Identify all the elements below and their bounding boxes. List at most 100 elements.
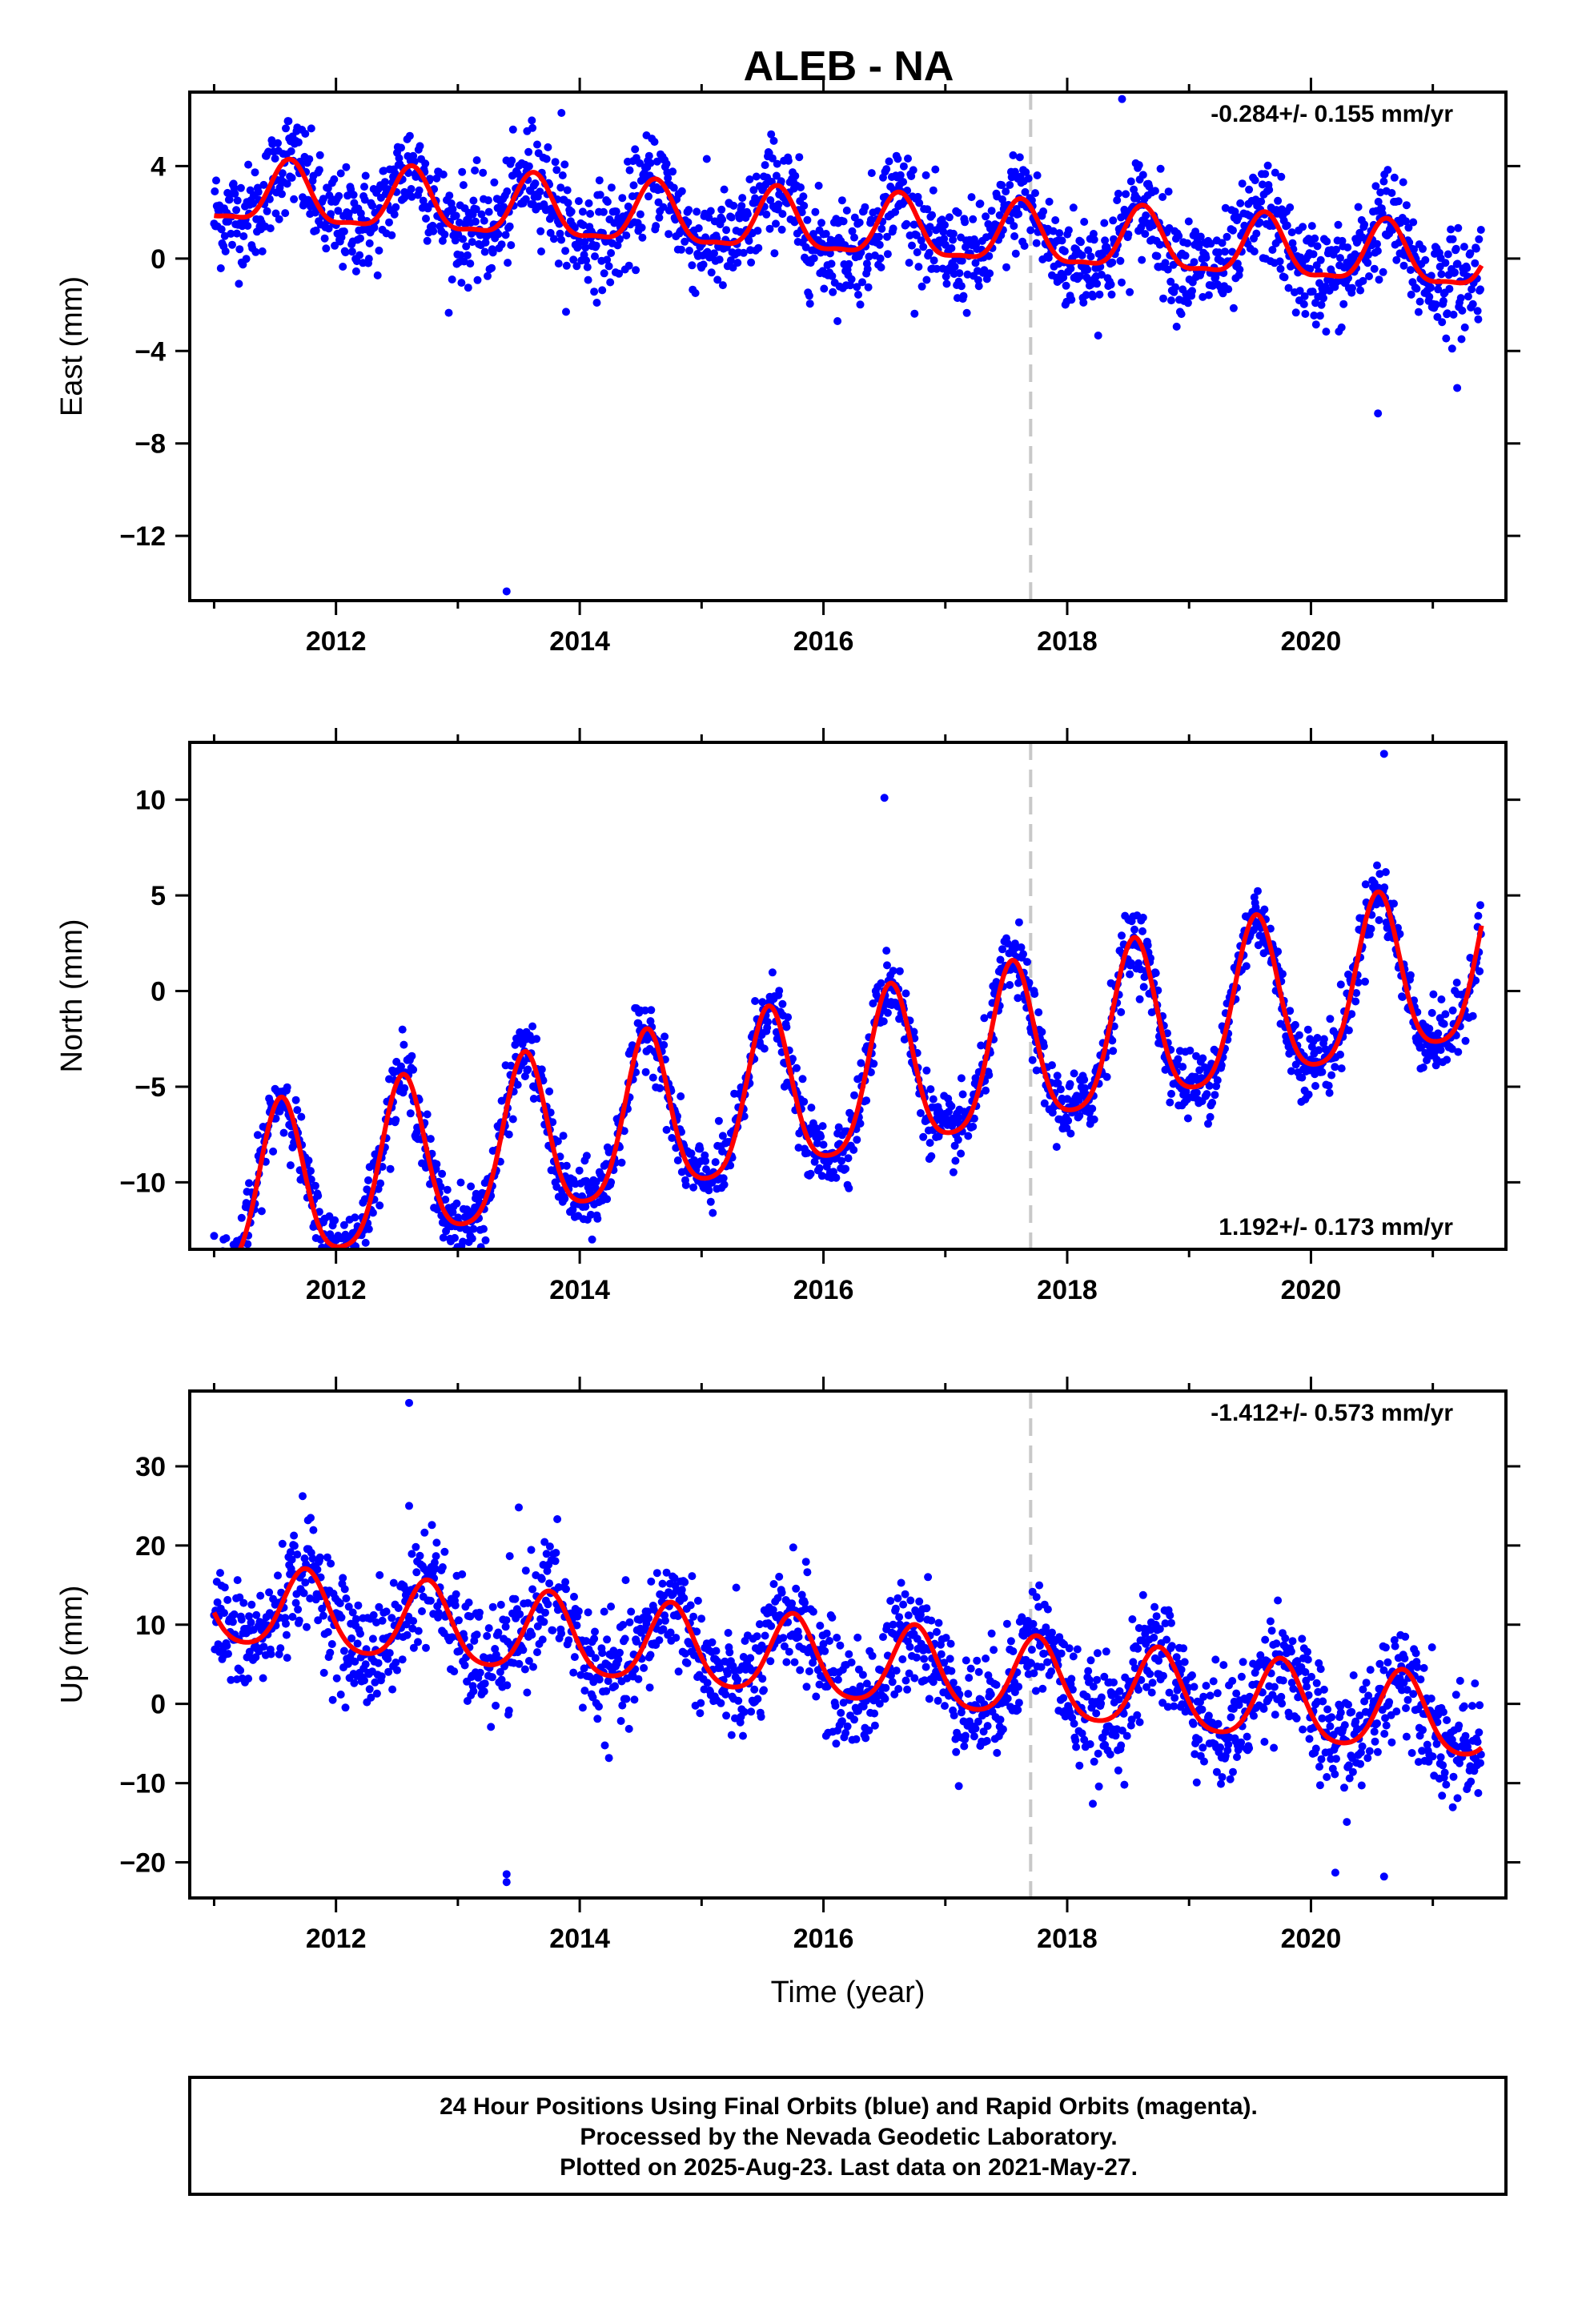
data-point [432, 1160, 441, 1168]
data-point [1316, 255, 1325, 264]
data-point [606, 278, 615, 287]
data-point [733, 1675, 742, 1684]
data-point [438, 1169, 447, 1178]
data-point [881, 1683, 890, 1692]
data-point [677, 1092, 685, 1100]
data-point [458, 167, 467, 176]
data-point [388, 1685, 397, 1694]
data-point [604, 1754, 613, 1763]
data-point [1442, 334, 1451, 343]
data-point [797, 1590, 806, 1599]
data-point [659, 1625, 668, 1634]
data-point [792, 1584, 801, 1593]
data-point [789, 1055, 797, 1063]
data-point [828, 271, 837, 280]
data-point [537, 1574, 546, 1583]
data-point [504, 1707, 513, 1715]
data-point [326, 1648, 335, 1657]
data-point [1447, 1044, 1456, 1053]
data-point [703, 1679, 712, 1687]
data-point [580, 1687, 589, 1695]
data-point [1301, 310, 1310, 318]
data-point [940, 1659, 949, 1667]
data-point [910, 309, 919, 318]
data-point [901, 1676, 910, 1685]
data-point [662, 159, 671, 168]
data-point [622, 1695, 631, 1703]
data-point [738, 194, 747, 203]
data-point [1476, 901, 1484, 910]
data-point [1208, 1099, 1217, 1107]
data-point [562, 1585, 570, 1594]
data-point [833, 1634, 841, 1642]
data-point [587, 1210, 595, 1219]
data-point [739, 248, 748, 257]
data-point [920, 1676, 929, 1685]
data-point [673, 1156, 682, 1164]
data-point [1268, 246, 1277, 254]
data-point [837, 1717, 846, 1726]
data-point [875, 1699, 884, 1708]
data-point [524, 147, 533, 156]
data-point [438, 236, 447, 245]
data-point [1311, 234, 1319, 243]
data-point [767, 1622, 776, 1630]
data-point [528, 1585, 537, 1594]
data-point [969, 215, 978, 223]
data-point [1454, 1047, 1463, 1056]
data-point [528, 1630, 536, 1639]
data-point [718, 1147, 727, 1156]
data-point [1468, 285, 1476, 294]
data-point [1188, 287, 1196, 296]
data-point [1064, 1116, 1073, 1125]
data-point [929, 186, 938, 195]
data-point [1252, 229, 1261, 238]
data-point [680, 1594, 689, 1602]
data-point [837, 196, 846, 205]
data-point [307, 124, 315, 133]
data-point [299, 1589, 308, 1598]
data-point [341, 1703, 350, 1712]
data-point [1076, 271, 1085, 280]
data-point [904, 1611, 913, 1620]
data-point [782, 1658, 791, 1667]
outlier-point [1118, 94, 1126, 103]
data-point [508, 1115, 517, 1124]
data-point [1083, 265, 1092, 274]
data-point [1118, 278, 1126, 287]
panel-frame [188, 90, 1508, 602]
data-point [1475, 235, 1484, 243]
data-point [648, 1073, 657, 1082]
data-point [1032, 1066, 1041, 1075]
data-point [367, 1693, 375, 1702]
data-point [982, 1086, 990, 1095]
data-point [1451, 268, 1460, 277]
data-point [1265, 186, 1274, 194]
data-point [1011, 249, 1020, 258]
data-point [1080, 1076, 1089, 1084]
data-point [532, 1035, 541, 1043]
data-point [674, 1667, 683, 1676]
data-point [557, 235, 566, 244]
data-point [684, 218, 693, 227]
data-point [339, 263, 347, 271]
data-point [896, 171, 905, 179]
data-point [1254, 887, 1262, 895]
data-point [360, 183, 368, 191]
data-point [327, 210, 335, 219]
data-point [1186, 1046, 1195, 1055]
data-point [1238, 179, 1247, 188]
data-point [858, 278, 866, 287]
data-point [408, 1051, 416, 1060]
y-tick-label: 4 [151, 151, 166, 182]
data-point [304, 1156, 313, 1165]
data-point [564, 1636, 573, 1645]
data-point [939, 227, 948, 236]
data-point [242, 255, 251, 263]
data-point [616, 1648, 624, 1657]
data-point [1229, 304, 1238, 312]
data-point [1192, 1088, 1201, 1097]
data-point [562, 1161, 571, 1170]
data-point [613, 241, 622, 250]
